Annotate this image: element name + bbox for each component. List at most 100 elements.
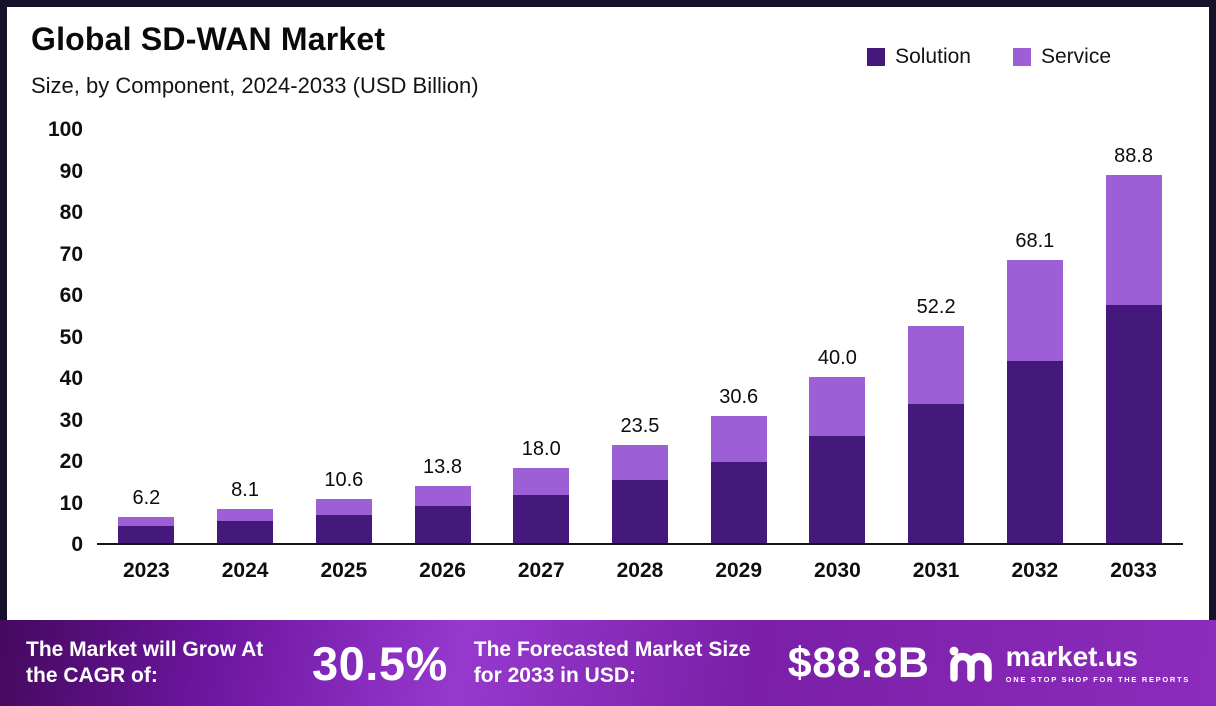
bar-segment-solution: [118, 526, 175, 543]
chart-panel: Global SD-WAN Market Size, by Component,…: [7, 7, 1209, 620]
stacked-bar: [513, 468, 570, 543]
bar-segment-service: [611, 445, 668, 481]
x-axis-labels: 2023 2024 2025 2026 2027 2028 2029 2030 2031 2032…: [97, 559, 1183, 583]
legend-label-service: Service: [1040, 45, 1111, 68]
brand-logo: market.us ONE STOP SHOP FOR THE REPORTS: [948, 640, 1190, 684]
bar-column: 23.5: [591, 130, 689, 543]
y-axis-tick-label: 70: [59, 242, 83, 266]
bar-segment-solution: [513, 494, 570, 543]
y-axis-tick-label: 10: [59, 491, 83, 515]
stacked-bar: [315, 499, 372, 543]
bar-segment-solution: [414, 506, 471, 543]
bar-total-label: 23.5: [620, 415, 660, 438]
page-title: Global SD-WAN Market: [31, 21, 386, 57]
brand-text: market.us ONE STOP SHOP FOR THE REPORTS: [1005, 640, 1190, 684]
bar-column: 88.8: [1085, 130, 1183, 543]
stacked-bar: [414, 485, 471, 543]
stacked-bar: [1105, 174, 1162, 543]
bar-segment-service: [710, 416, 767, 462]
bar-column: 30.6: [690, 130, 788, 543]
y-axis-tick-label: 100: [47, 118, 83, 141]
bar-total-label: 88.8: [1114, 144, 1154, 167]
x-axis-tick-label: 2028: [616, 559, 664, 582]
market-us-icon: [949, 646, 992, 682]
y-axis-tick-label: 80: [59, 201, 83, 224]
x-axis-tick-label: 2032: [1011, 559, 1059, 582]
x-axis-tick-label: 2033: [1110, 559, 1157, 582]
stacked-bar: [118, 517, 175, 543]
bar-segment-service: [414, 485, 471, 507]
legend-item-service: Service: [1012, 45, 1111, 69]
bar-segment-solution: [1105, 305, 1162, 543]
bar-total-label: 10.6: [324, 469, 364, 492]
legend-item-solution: Solution: [867, 45, 971, 69]
bar-column: 10.6: [295, 130, 393, 543]
bar-segment-service: [315, 499, 372, 515]
bar-segment-solution: [611, 480, 668, 543]
bar-segment-service: [908, 326, 965, 404]
x-axis-tick-label: 2023: [123, 559, 170, 582]
x-axis-tick-label: 2031: [912, 559, 960, 582]
legend: Solution Service: [867, 45, 1111, 69]
y-axis-tick-label: 50: [59, 325, 83, 349]
bar-total-label: 6.2: [132, 487, 161, 510]
y-axis-tick-label: 30: [59, 408, 83, 432]
bar-total-label: 68.1: [1015, 230, 1055, 253]
bar-total-label: 40.0: [817, 347, 857, 370]
bar-column: 13.8: [394, 130, 492, 543]
stacked-bar: [908, 326, 965, 543]
x-axis-tick-label: 2029: [715, 559, 763, 582]
bar-column: 40.0: [788, 130, 886, 543]
y-axis-tick-label: 0: [71, 533, 83, 556]
y-axis-tick-label: 40: [59, 367, 83, 390]
x-axis-tick-label: 2024: [221, 559, 269, 582]
y-axis-tick-label: 90: [59, 159, 83, 183]
bar-segment-service: [513, 468, 570, 495]
cagr-label: The Market will Grow At the CAGR of:: [26, 637, 264, 687]
bar-segment-service: [118, 517, 175, 527]
bar-segment-service: [1105, 174, 1162, 306]
bar-segment-solution: [710, 461, 767, 543]
y-axis: 0 10 20 30 40 50 60 70 80 90 100: [23, 119, 83, 556]
bar-total-label: 30.6: [719, 386, 759, 409]
forecast-label: The Forecasted Market Size for 2033 in U…: [473, 637, 751, 687]
bar-total-label: 52.2: [916, 296, 956, 319]
x-axis-tick-label: 2025: [320, 559, 368, 582]
stacked-bar: [217, 509, 274, 543]
brand-tagline: ONE STOP SHOP FOR THE REPORTS: [1005, 674, 1190, 684]
bar-column: 18.0: [492, 130, 590, 543]
plot-area: 6.2 8.1 10.6 13.8 18.0 23.5 30.6 40.0 52.2 68.1 88…: [97, 130, 1183, 545]
bar-segment-solution: [1006, 360, 1063, 543]
bar-segment-solution: [908, 403, 965, 543]
forecast-value: $88.8B: [787, 638, 930, 687]
x-axis-tick-label: 2027: [517, 559, 565, 582]
bar-total-label: 13.8: [423, 455, 462, 478]
brand-name: market.us: [1005, 640, 1138, 672]
footer-banner: The Market will Grow At the CAGR of: 30.…: [0, 620, 1216, 706]
solution-swatch-icon: [867, 48, 886, 66]
legend-label-solution: Solution: [895, 45, 971, 68]
bar-segment-solution: [315, 514, 372, 543]
stacked-bar: [611, 445, 668, 543]
bar-segment-solution: [809, 436, 866, 543]
service-swatch-icon: [1012, 48, 1031, 66]
stacked-bar: [809, 377, 866, 543]
bar-column: 8.1: [196, 130, 294, 543]
y-axis-tick-label: 60: [59, 284, 83, 307]
bar-column: 68.1: [986, 130, 1084, 543]
y-axis-tick-label: 20: [59, 450, 83, 473]
x-axis-tick-label: 2030: [814, 559, 861, 582]
bar-column: 52.2: [887, 130, 985, 543]
stacked-bar: [710, 416, 767, 543]
bar-segment-solution: [217, 521, 274, 543]
bar-column: 6.2: [97, 130, 195, 543]
bar-segment-service: [809, 377, 866, 437]
x-axis-tick-label: 2026: [419, 559, 466, 582]
bar-segment-service: [217, 509, 274, 522]
bar-total-label: 8.1: [231, 479, 259, 502]
chart-subtitle: Size, by Component, 2024-2033 (USD Billi…: [31, 73, 479, 98]
bar-total-label: 18.0: [521, 438, 561, 461]
plot-columns: 6.2 8.1 10.6 13.8 18.0 23.5 30.6 40.0 52.2 68.1 88…: [97, 130, 1183, 543]
cagr-value: 30.5%: [312, 636, 448, 690]
